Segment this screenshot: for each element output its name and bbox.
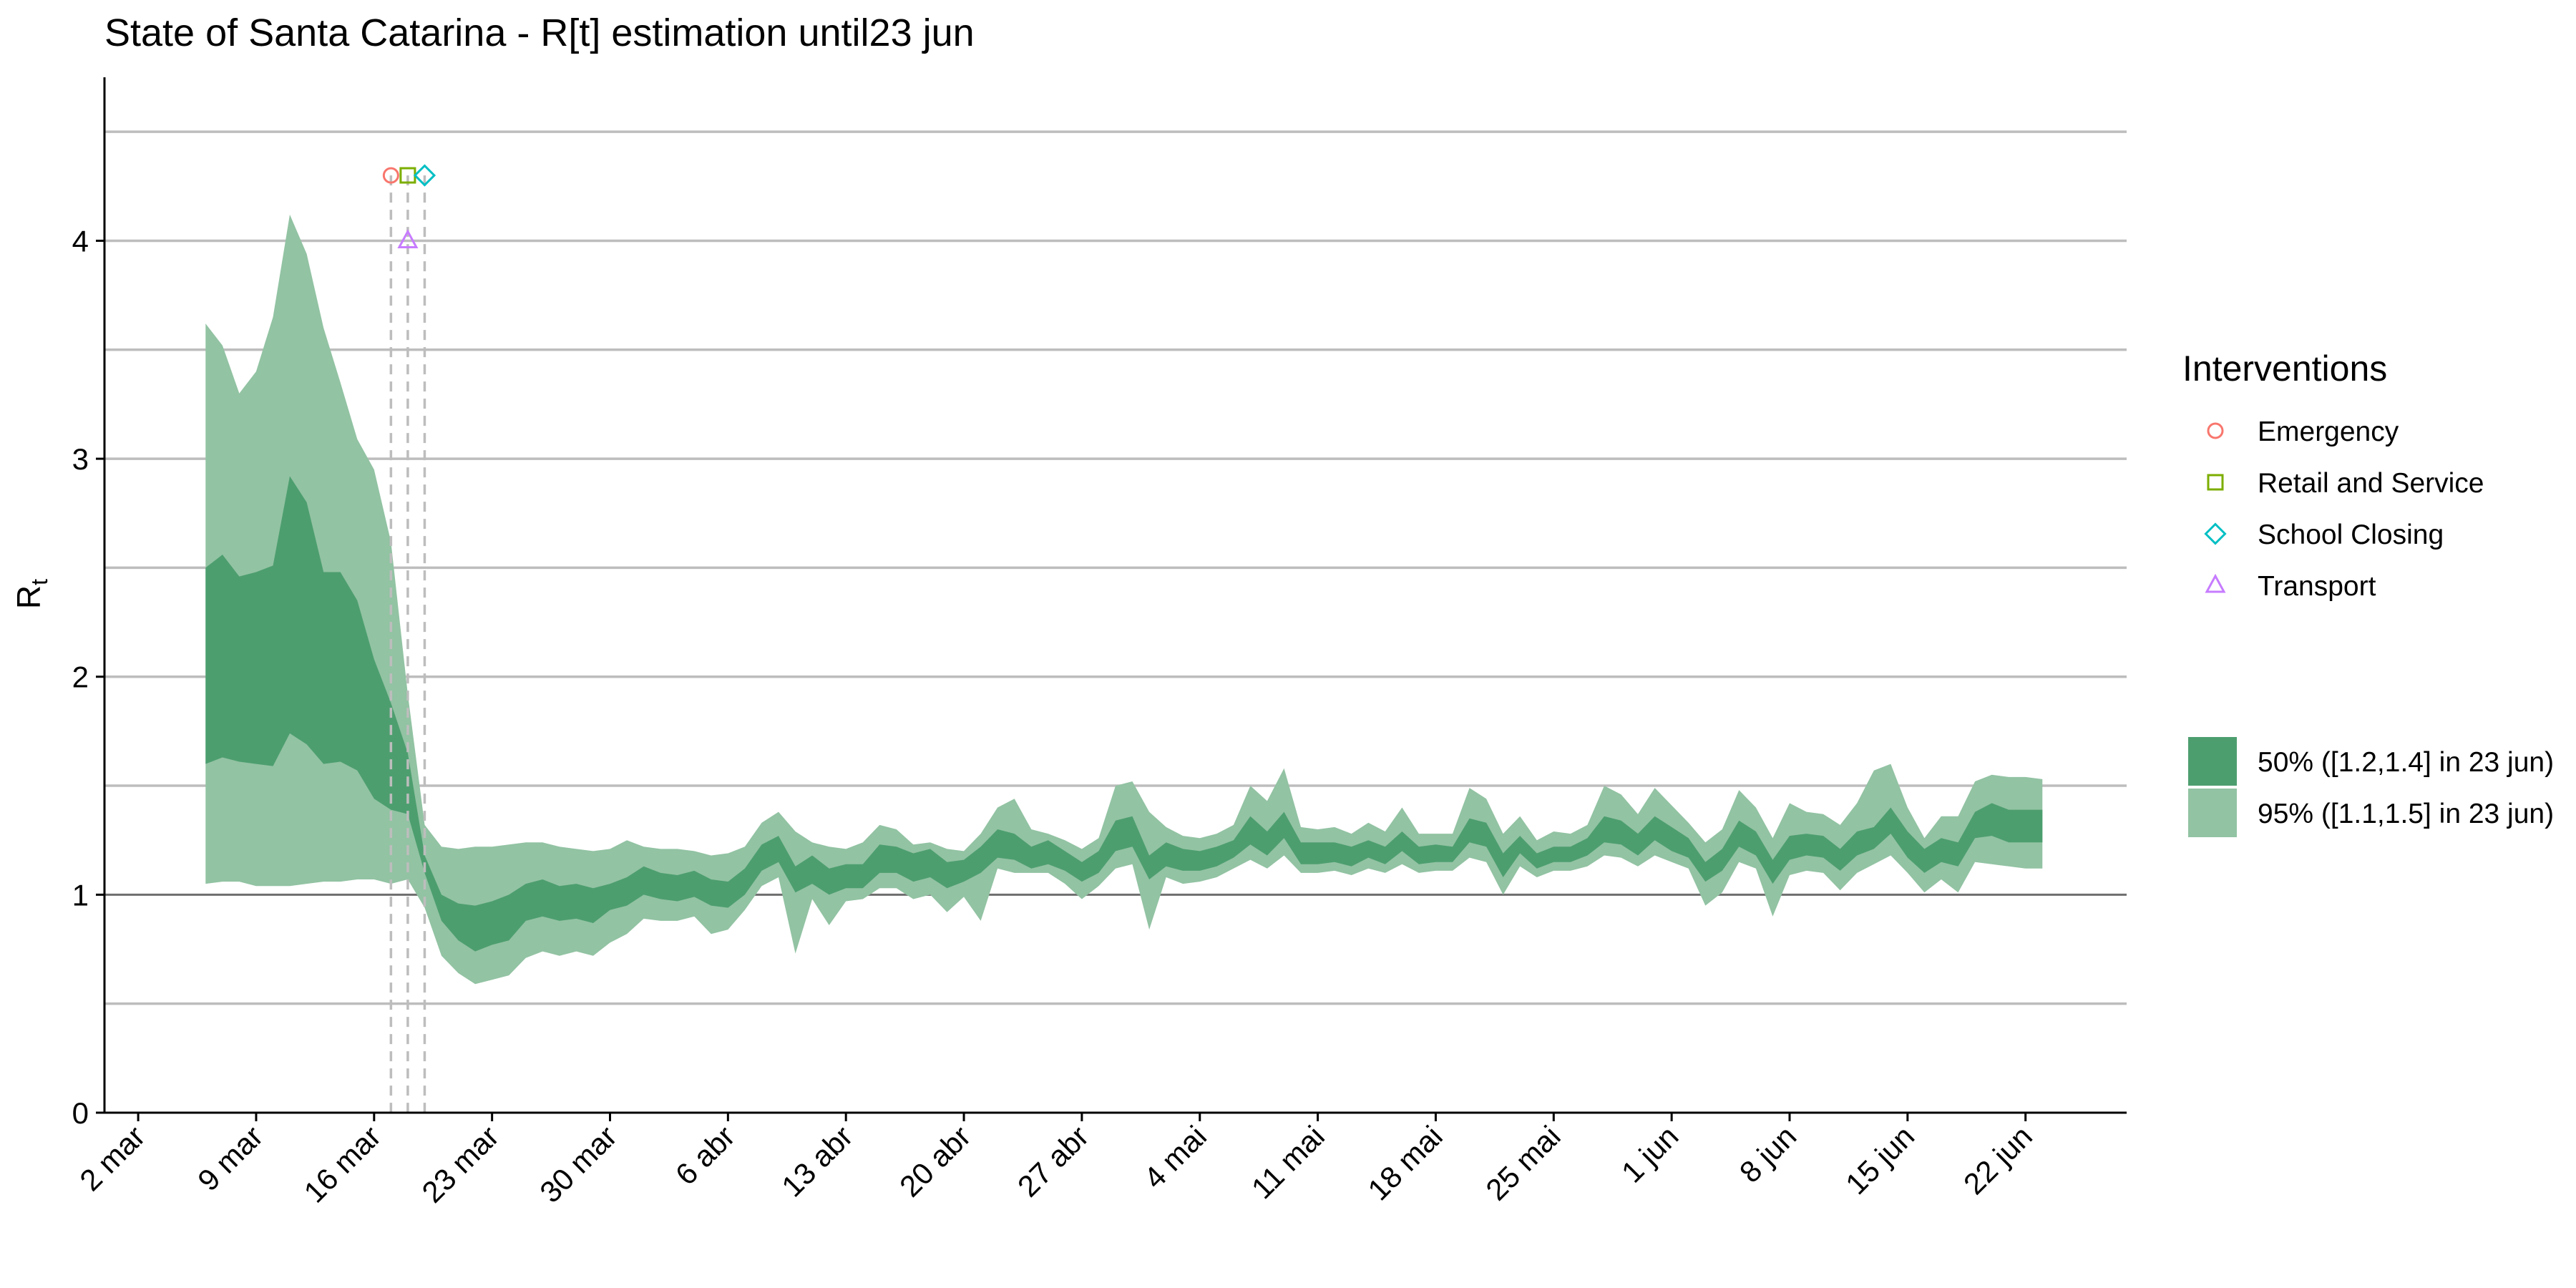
x-tick-label: 4 mai [1137, 1119, 1213, 1195]
x-tick-label: 8 jun [1733, 1119, 1803, 1189]
x-tick-label: 15 jun [1839, 1119, 1921, 1201]
intervention-markers [382, 164, 436, 248]
y-tick-label: 1 [72, 878, 89, 912]
legend-label: 50% ([1.2,1.4] in 23 jun) [2258, 747, 2554, 778]
x-tick-label: 25 mai [1479, 1119, 1566, 1206]
intervention-marker-diamond [413, 164, 436, 187]
x-axis-ticks: 2 mar 9 mar 16 mar 23 mar 30 mar 6 abr 13 abr 2… [73, 1113, 2039, 1209]
legend: Interventions Emergency Retail and Servic… [2182, 348, 2554, 837]
y-tick-label: 0 [72, 1096, 89, 1130]
legend-label: 95% ([1.1,1.5] in 23 jun) [2258, 799, 2554, 829]
x-tick-label: 9 mar [191, 1119, 269, 1197]
x-tick-label: 22 jun [1957, 1119, 2039, 1201]
legend-title: Interventions [2182, 348, 2387, 389]
x-tick-label: 23 mar [415, 1119, 505, 1209]
legend-marker-square [2207, 474, 2224, 491]
y-tick-label: 2 [72, 660, 89, 694]
x-tick-label: 18 mai [1361, 1119, 1448, 1206]
y-axis-title-main: R [10, 585, 47, 609]
intervention-lines [389, 175, 426, 1113]
intervention-marker-circle [382, 167, 399, 184]
y-axis-title-subscript: t [26, 579, 52, 585]
x-tick-label: 11 mai [1245, 1119, 1331, 1205]
legend-label: Transport [2258, 571, 2376, 602]
y-tick-label: 4 [72, 224, 89, 258]
x-tick-label: 27 abr [1011, 1119, 1095, 1203]
y-axis-title: Rt [10, 579, 52, 609]
legend-swatch [2188, 737, 2237, 786]
legend-marker-circle [2207, 422, 2224, 439]
intervention-marker-triangle [397, 229, 419, 248]
x-tick-label: 1 jun [1615, 1119, 1685, 1189]
chart-title: State of Santa Catarina - R[t] estimatio… [104, 11, 975, 54]
x-tick-label: 16 mar [297, 1119, 387, 1209]
y-tick-label: 3 [72, 442, 89, 476]
legend-swatch [2188, 789, 2237, 837]
legend-label: School Closing [2258, 519, 2444, 550]
x-tick-label: 13 abr [775, 1119, 859, 1203]
x-tick-label: 2 mar [73, 1119, 151, 1197]
legend-marker-diamond [2204, 522, 2227, 545]
legend-marker-triangle [2205, 573, 2226, 593]
x-tick-label: 6 abr [669, 1119, 741, 1191]
x-tick-label: 20 abr [893, 1119, 977, 1203]
legend-label: Emergency [2258, 416, 2399, 447]
legend-label: Retail and Service [2258, 468, 2484, 499]
y-axis-ticks: 0 1 2 3 4 [72, 224, 104, 1130]
x-tick-label: 30 mar [533, 1119, 623, 1209]
